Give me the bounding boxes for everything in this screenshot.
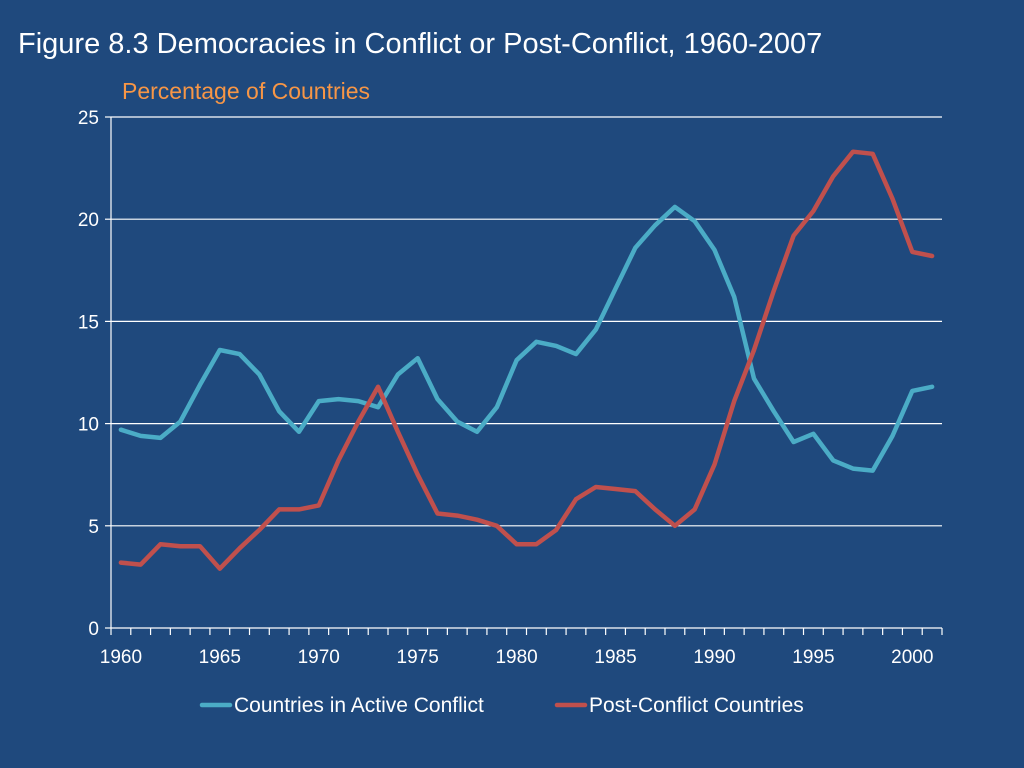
x-tick-label: 1960 (100, 647, 142, 668)
series-line-2 (118, 149, 935, 571)
legend-label-1: Countries in Active Conflict (234, 694, 484, 717)
x-tick-label: 1965 (199, 647, 241, 668)
x-tick-label: 1990 (693, 647, 735, 668)
x-tick-label: 1985 (594, 647, 636, 668)
series-line-1 (118, 204, 935, 473)
legend-label-2: Post-Conflict Countries (589, 694, 804, 717)
y-axis-label: Percentage of Countries (122, 78, 371, 104)
x-tick-label: 1970 (298, 647, 340, 668)
y-tick-label: 20 (78, 210, 99, 231)
x-tick-label: 1995 (792, 647, 834, 668)
x-tick-label: 2000 (891, 647, 933, 668)
chart-title: Figure 8.3 Democracies in Conflict or Po… (18, 28, 823, 60)
x-tick-label: 1980 (495, 647, 537, 668)
y-tick-label: 0 (88, 619, 99, 640)
y-tick-label: 15 (78, 312, 99, 333)
y-tick-label: 5 (88, 517, 99, 538)
y-tick-label: 10 (78, 415, 99, 436)
y-tick-label: 25 (78, 108, 99, 129)
x-tick-label: 1975 (397, 647, 439, 668)
